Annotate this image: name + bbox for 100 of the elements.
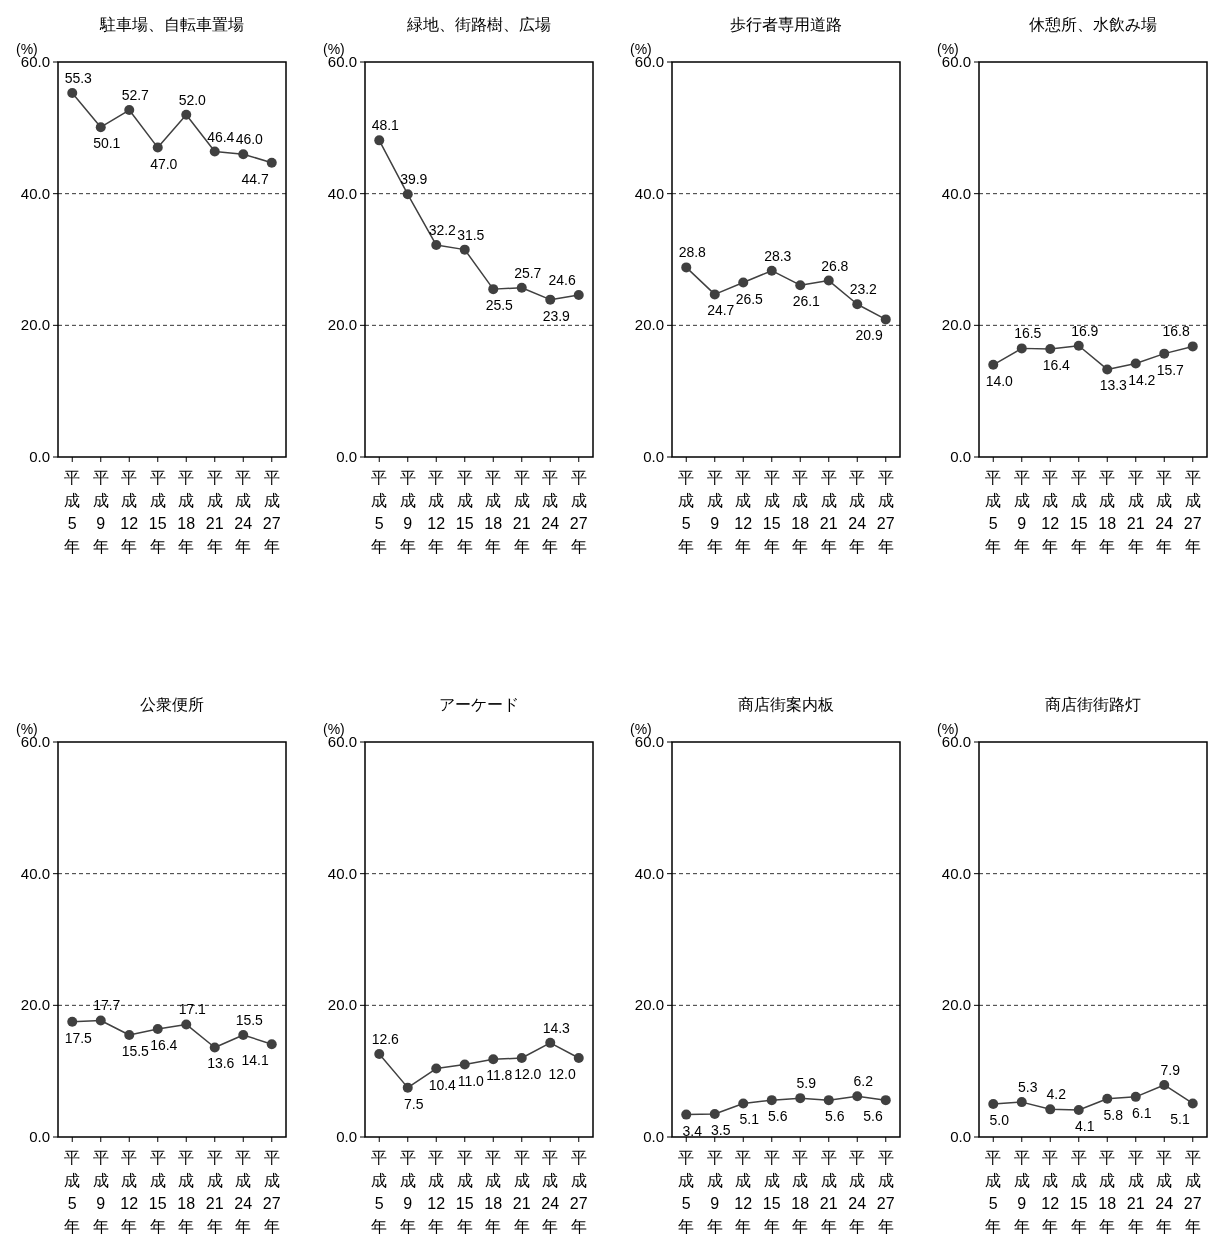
data-label: 3.5 [711, 1121, 731, 1138]
point [1073, 340, 1084, 351]
data-label: 4.1 [1075, 1118, 1095, 1135]
point [852, 299, 863, 310]
x-tick-label: 平成18年 [1098, 1149, 1117, 1235]
point [573, 290, 584, 301]
x-tick-label: 平成12年 [1041, 1149, 1060, 1235]
y-tick-label: 20.0 [634, 996, 664, 1014]
data-label: 12.6 [371, 1031, 400, 1048]
point [67, 87, 78, 98]
data-label: 14.2 [1128, 371, 1156, 388]
data-label: 46.0 [235, 131, 264, 148]
x-tick-label: 平成9年 [706, 469, 723, 555]
x-tick-label: 平成15年 [1069, 469, 1088, 555]
x-tick-label: 平成12年 [734, 469, 753, 555]
x-tick-label: 平成24年 [1155, 469, 1174, 555]
data-label: 15.5 [121, 1042, 150, 1059]
point [402, 189, 413, 200]
chart-title: 商店街街路灯 [1045, 696, 1141, 713]
data-label: 5.0 [989, 1112, 1010, 1129]
point [431, 1063, 442, 1074]
y-tick-label: 0.0 [29, 448, 50, 465]
data-label: 5.1 [739, 1111, 760, 1128]
point [988, 359, 999, 370]
point [124, 105, 135, 116]
chart-title: 商店街案内板 [738, 696, 834, 713]
x-tick-label: 平成27年 [1183, 469, 1202, 555]
x-tick-label: 平成21年 [512, 469, 531, 555]
data-label: 26.1 [792, 293, 821, 310]
data-label: 32.2 [428, 222, 457, 239]
x-tick-label: 平成21年 [819, 469, 838, 555]
x-tick-label: 平成5年 [371, 469, 388, 555]
y-tick-label: 40.0 [327, 184, 357, 202]
x-tick-label: 平成15年 [1069, 1149, 1088, 1235]
data-label: 46.4 [207, 128, 235, 145]
x-tick-label: 平成12年 [120, 1149, 139, 1235]
point [181, 1019, 192, 1030]
x-tick-label: 平成18年 [177, 469, 196, 555]
point [95, 122, 106, 133]
x-tick-label: 平成18年 [791, 1149, 810, 1235]
x-tick-label: 平成21年 [205, 1149, 224, 1235]
x-tick-label: 平成9年 [1013, 1149, 1030, 1235]
x-tick-label: 平成24年 [848, 469, 867, 555]
x-tick-label: 平成9年 [399, 469, 416, 555]
x-tick-label: 平成15年 [148, 469, 167, 555]
data-label: 11.8 [486, 1067, 513, 1084]
data-label: 5.6 [825, 1108, 845, 1125]
point [431, 240, 442, 251]
point [402, 1082, 413, 1093]
data-label: 5.6 [768, 1108, 788, 1125]
x-tick-label: 平成12年 [120, 469, 139, 555]
data-label: 16.8 [1162, 323, 1190, 340]
data-label: 7.9 [1160, 1061, 1181, 1078]
chart-title: 公衆便所 [140, 696, 204, 713]
x-tick-label: 平成27年 [1183, 1149, 1202, 1235]
data-label: 31.5 [457, 226, 485, 243]
x-tick-label: 平成5年 [678, 469, 695, 555]
data-label: 24.6 [548, 272, 576, 289]
y-tick-label: 40.0 [634, 864, 664, 882]
x-tick-label: 平成15年 [762, 1149, 781, 1235]
x-tick-label: 平成24年 [234, 469, 253, 555]
y-tick-label: 20.0 [941, 316, 971, 334]
y-tick-label: 20.0 [327, 316, 357, 334]
data-label: 25.7 [514, 264, 542, 281]
point [209, 146, 220, 157]
x-tick-label: 平成12年 [427, 469, 446, 555]
data-label: 5.8 [1103, 1106, 1124, 1123]
data-label: 3.4 [682, 1122, 703, 1139]
data-label: 23.9 [542, 307, 571, 324]
data-label: 15.5 [235, 1011, 264, 1028]
y-tick-label: 0.0 [29, 1128, 50, 1145]
chart-title: 駐車場、自転車置場 [99, 16, 244, 33]
point [516, 1053, 527, 1063]
data-label: 11.0 [457, 1072, 485, 1089]
x-tick-label: 平成5年 [985, 469, 1002, 555]
x-tick-label: 平成9年 [92, 1149, 109, 1235]
data-label: 15.7 [1156, 361, 1185, 378]
x-tick-label: 平成15年 [455, 469, 474, 555]
y-tick-label: 40.0 [20, 864, 50, 882]
x-tick-label: 平成18年 [484, 1149, 503, 1235]
data-label: 28.8 [678, 244, 707, 261]
chart-title: アーケード [439, 696, 519, 713]
data-label: 55.3 [64, 69, 93, 86]
x-tick-label: 平成27年 [569, 469, 588, 555]
x-tick-label: 平成27年 [262, 469, 281, 555]
data-label: 17.7 [93, 997, 121, 1014]
data-label: 13.6 [207, 1055, 235, 1072]
point [1130, 358, 1141, 369]
x-tick-label: 平成9年 [92, 469, 109, 555]
data-label: 25.5 [485, 297, 514, 314]
x-tick-label: 平成5年 [371, 1149, 388, 1235]
x-tick-label: 平成5年 [678, 1149, 695, 1235]
point [1016, 343, 1027, 354]
y-tick-label: 20.0 [20, 996, 50, 1014]
point [545, 294, 556, 305]
data-label: 20.9 [855, 327, 883, 344]
point [374, 135, 385, 146]
x-tick-label: 平成27年 [569, 1149, 588, 1235]
x-tick-label: 平成9年 [1013, 469, 1030, 555]
chart-title: 緑地、街路樹、広場 [406, 16, 551, 33]
